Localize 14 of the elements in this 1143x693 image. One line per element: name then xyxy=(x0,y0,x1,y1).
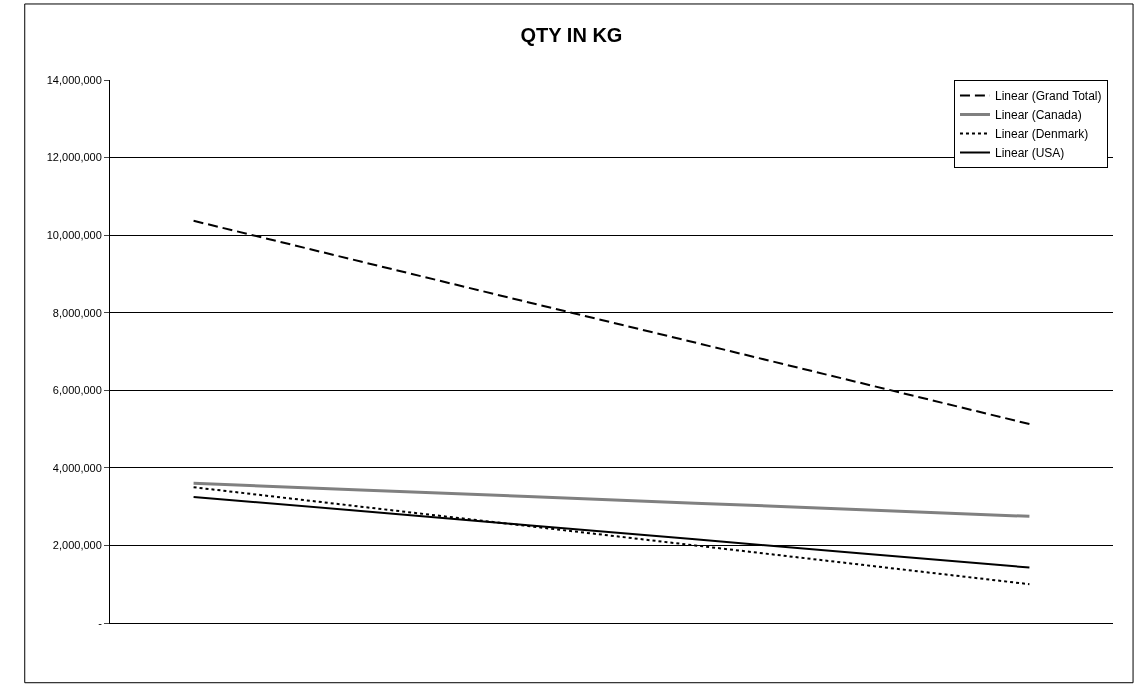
legend-label: Linear (Denmark) xyxy=(994,127,1089,142)
legend-label: Linear (Grand Total) xyxy=(994,89,1102,104)
y-tick-label: 2,000,000 xyxy=(52,539,102,552)
y-tick-label: 4,000,000 xyxy=(52,461,102,474)
chart-title: QTY IN KG xyxy=(520,23,623,46)
y-tick-label: 8,000,000 xyxy=(52,306,102,319)
y-tick-label: 6,000,000 xyxy=(52,384,102,397)
y-tick-label: 12,000,000 xyxy=(46,151,102,164)
y-tick-label: - xyxy=(98,616,103,629)
y-tick-label: 10,000,000 xyxy=(46,228,102,241)
legend-label: Linear (Canada) xyxy=(994,108,1082,123)
y-tick-label: 14,000,000 xyxy=(46,73,102,86)
line-series xyxy=(192,481,1031,518)
legend-label: Linear (USA) xyxy=(994,146,1065,161)
